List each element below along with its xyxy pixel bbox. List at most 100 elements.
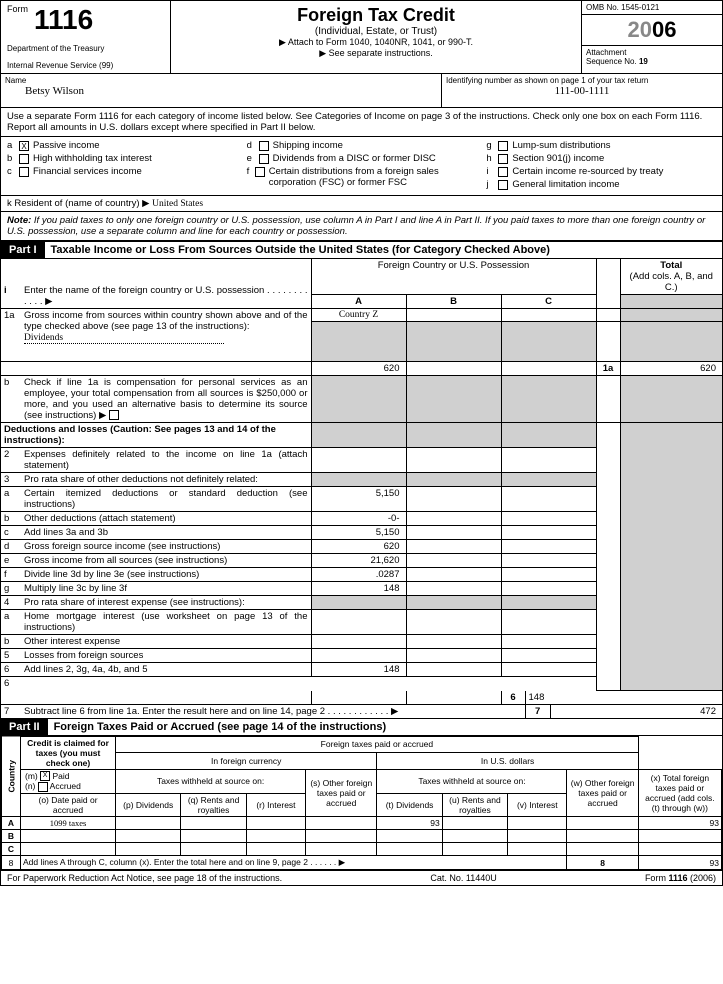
- col-r: (r) Interest: [246, 794, 305, 817]
- checkbox-m[interactable]: X: [40, 771, 50, 781]
- header-left: Form 1116 Department of the Treasury Int…: [1, 1, 171, 73]
- checkbox-b[interactable]: [19, 154, 29, 164]
- line-8-no: 8: [600, 858, 605, 868]
- checkbox-n[interactable]: [38, 782, 48, 792]
- line-8-total[interactable]: 93: [638, 856, 721, 870]
- cat-g: Lump-sum distributions: [512, 140, 610, 151]
- credit-label: Credit is claimed for taxes (you must ch…: [27, 738, 109, 768]
- line-3-text: Pro rata share of other deductions not d…: [24, 474, 258, 485]
- resident-value[interactable]: United States: [152, 199, 203, 209]
- header-right: OMB No. 1545-0121 2006 Attachment Sequen…: [582, 1, 722, 73]
- line-3b-a[interactable]: -0-: [311, 512, 406, 526]
- cat-b: High withholding tax interest: [33, 153, 152, 164]
- checkbox-d[interactable]: [259, 141, 269, 151]
- line-i-text: Enter the name of the foreign country or…: [24, 285, 264, 296]
- line-3d-a[interactable]: 620: [311, 540, 406, 554]
- year-suffix: 06: [652, 17, 676, 42]
- form-label: Form: [7, 4, 28, 14]
- line-4-text: Pro rata share of interest expense (see …: [24, 597, 245, 608]
- name-row: Name Betsy Wilson Identifying number as …: [1, 74, 722, 108]
- id-label: Identifying number as shown on page 1 of…: [446, 76, 718, 85]
- name-value[interactable]: Betsy Wilson: [5, 85, 437, 97]
- part1-label: Part I: [1, 242, 45, 258]
- withheld-fc: Taxes withheld at source on:: [116, 769, 306, 794]
- id-value[interactable]: 111-00-1111: [446, 85, 718, 97]
- cat-c: Financial services income: [33, 166, 142, 177]
- col-q: (q) Rents and royalties: [181, 794, 246, 817]
- line-1a-col-a[interactable]: 620: [311, 362, 406, 376]
- line-4a-text: Home mortgage interest (use worksheet on…: [24, 611, 308, 633]
- checkbox-i[interactable]: [498, 167, 508, 177]
- total-header: Total: [660, 260, 682, 271]
- col-s: (s) Other foreign taxes paid or accrued: [306, 769, 377, 817]
- col-t: (t) Dividends: [377, 794, 442, 817]
- checkbox-e[interactable]: [259, 154, 269, 164]
- col-u: (u) Rents and royalties: [442, 794, 507, 817]
- cat-a: Passive income: [33, 140, 100, 151]
- line-3g-text: Multiply line 3c by line 3f: [24, 583, 127, 594]
- form-1116: Form 1116 Department of the Treasury Int…: [0, 0, 723, 886]
- footer: For Paperwork Reduction Act Notice, see …: [1, 870, 722, 885]
- seq-no: 19: [639, 57, 648, 66]
- line-1a-total[interactable]: 620: [620, 362, 722, 376]
- deductions-header: Deductions and losses (Caution: See page…: [4, 424, 276, 446]
- line-3g-a[interactable]: 148: [311, 582, 406, 596]
- checkbox-f[interactable]: [255, 167, 265, 177]
- line-6-a[interactable]: 148: [311, 663, 406, 677]
- ftpa-header: Foreign taxes paid or accrued: [116, 736, 639, 753]
- checkbox-h[interactable]: [498, 154, 508, 164]
- line-3e-a[interactable]: 21,620: [311, 554, 406, 568]
- line-8-text: Add lines A through C, column (x). Enter…: [23, 857, 308, 867]
- line-3d-text: Gross foreign source income (see instruc…: [24, 541, 220, 552]
- row-c-label: C: [8, 844, 14, 854]
- line-6-text: Add lines 2, 3g, 4a, 4b, and 5: [24, 664, 148, 675]
- form-number: 1116: [34, 4, 93, 36]
- part1-header: Part I Taxable Income or Loss From Sourc…: [1, 242, 722, 259]
- footer-right: Form 1116 (2006): [645, 873, 716, 883]
- line-3c-text: Add lines 3a and 3b: [24, 527, 108, 538]
- part2-label: Part II: [1, 719, 48, 735]
- row-a-x[interactable]: 93: [638, 817, 721, 830]
- footer-left: For Paperwork Reduction Act Notice, see …: [7, 873, 282, 883]
- category-instructions: Use a separate Form 1116 for each catego…: [1, 108, 722, 137]
- line-3f-a[interactable]: .0287: [311, 568, 406, 582]
- row-a-label: A: [8, 818, 14, 828]
- line-3a-text: Certain itemized deductions or standard …: [24, 488, 308, 510]
- checkbox-a[interactable]: X: [19, 141, 29, 151]
- col-x: (x) Total foreign taxes paid or accrued …: [638, 769, 721, 817]
- checkbox-j[interactable]: [498, 180, 508, 190]
- line-3c-a[interactable]: 5,150: [311, 526, 406, 540]
- form-subtitle: (Individual, Estate, or Trust): [175, 26, 577, 37]
- line-7-text: Subtract line 6 from line 1a. Enter the …: [24, 706, 325, 717]
- withheld-usd: Taxes withheld at source on:: [377, 769, 567, 794]
- name-label: Name: [5, 76, 437, 85]
- cat-i: Certain income re-sourced by treaty: [512, 166, 663, 177]
- form-header: Form 1116 Department of the Treasury Int…: [1, 1, 722, 74]
- line-3f-text: Divide line 3d by line 3e (see instructi…: [24, 569, 199, 580]
- part2-title: Foreign Taxes Paid or Accrued (see page …: [48, 719, 722, 735]
- country-a[interactable]: Country Z: [311, 309, 406, 322]
- cat-d: Shipping income: [273, 140, 343, 151]
- checkbox-g[interactable]: [498, 141, 508, 151]
- omb-number: OMB No. 1545-0121: [582, 1, 722, 15]
- see-line: ▶ See separate instructions.: [175, 48, 577, 59]
- cat-h: Section 901(j) income: [512, 153, 604, 164]
- part2-header: Part II Foreign Taxes Paid or Accrued (s…: [1, 719, 722, 736]
- line-3a-a[interactable]: 5,150: [311, 487, 406, 512]
- cat-f: Certain distributions from a foreign sal…: [269, 166, 477, 188]
- country-vheader: Country: [2, 736, 21, 817]
- cat-e: Dividends from a DISC or former DISC: [273, 153, 436, 164]
- checkbox-1b[interactable]: [109, 410, 119, 420]
- line-4b-text: Other interest expense: [24, 636, 120, 647]
- line-3b-text: Other deductions (attach statement): [24, 513, 176, 524]
- year-prefix: 20: [628, 17, 652, 42]
- checkbox-c[interactable]: [19, 167, 29, 177]
- cat-j: General limitation income: [512, 179, 619, 190]
- row-a-t[interactable]: 93: [377, 817, 442, 830]
- line-1a-type[interactable]: Dividends: [24, 333, 224, 344]
- in-fc-header: In foreign currency: [116, 753, 377, 770]
- line-7-total[interactable]: 472: [550, 704, 722, 718]
- row-a-date[interactable]: 1099 taxes: [21, 817, 116, 830]
- line-6-total[interactable]: 148: [525, 691, 550, 705]
- sequence: Attachment Sequence No. 19: [582, 46, 722, 68]
